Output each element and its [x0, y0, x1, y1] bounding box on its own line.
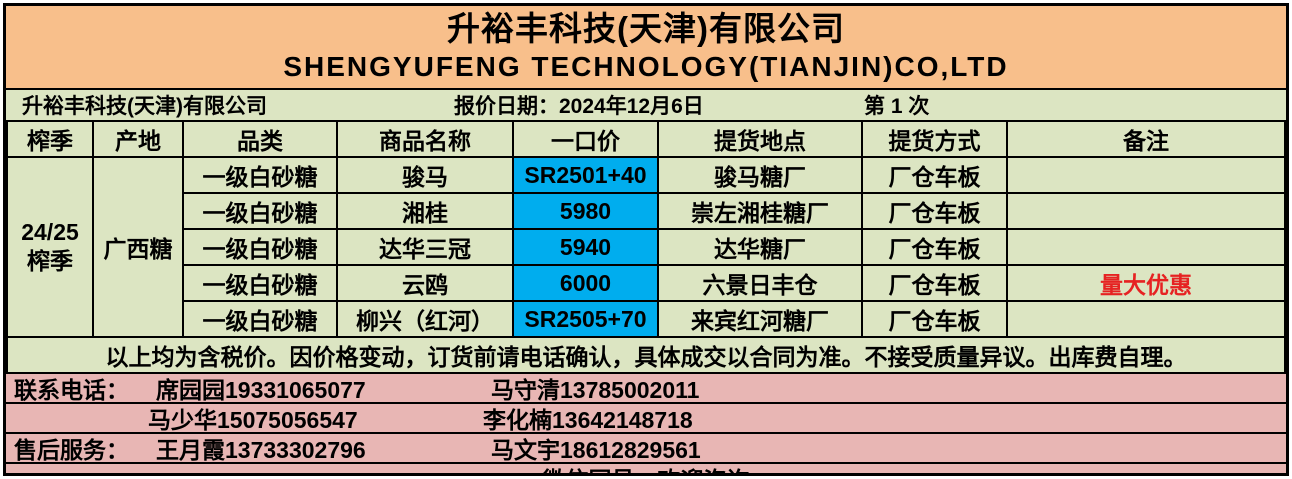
product-cell: 达华三冠 — [336, 228, 514, 266]
company-banner: 升裕丰科技(天津)有限公司 SHENGYUFENG TECHNOLOGY(TIA… — [6, 6, 1286, 90]
category-cell: 一级白砂糖 — [182, 264, 338, 302]
product-cell: 云鸥 — [336, 264, 514, 302]
contact-entry: 席园园19331065077 — [156, 377, 366, 403]
pickup-method-cell: 厂仓车板 — [861, 264, 1008, 302]
table-header-row: 榨季 产地 品类 商品名称 一口价 提货地点 提货方式 备注 — [6, 120, 1286, 158]
price-table: 榨季 产地 品类 商品名称 一口价 提货地点 提货方式 备注 24/25 榨季 … — [6, 120, 1286, 374]
table-row: 24/25 榨季 广西糖 一级白砂糖 骏马 SR2501+40 骏马糖厂 厂仓车… — [6, 156, 1286, 338]
remark-cell — [1006, 300, 1286, 338]
pickup-method-cell: 厂仓车板 — [861, 192, 1008, 230]
col-header-product: 商品名称 — [336, 120, 514, 158]
table-row: 一级白砂糖 达华三冠 5940 达华糖厂 厂仓车板 — [7, 228, 1286, 266]
table-row: 一级白砂糖 云鸥 6000 六景日丰仓 厂仓车板 量大优惠 — [7, 264, 1286, 302]
quote-info-row: 升裕丰科技(天津)有限公司 报价日期：2024年12月6日 第 1 次 — [6, 90, 1286, 120]
contact-phone-label: 联系电话： — [14, 377, 129, 403]
company-title-en: SHENGYUFENG TECHNOLOGY(TIANJIN)CO,LTD — [283, 51, 1009, 82]
pickup-method-cell: 厂仓车板 — [861, 300, 1008, 338]
quotation-sheet: 升裕丰科技(天津)有限公司 SHENGYUFENG TECHNOLOGY(TIA… — [3, 3, 1289, 476]
notice-text: 以上均为含税价。因价格变动，订货前请电话确认，具体成交以合同为准。不接受质量异议… — [6, 336, 1286, 374]
company-title-cn: 升裕丰科技(天津)有限公司 — [447, 10, 845, 47]
pickup-method-cell: 厂仓车板 — [861, 228, 1008, 266]
pickup-location-cell: 骏马糖厂 — [657, 156, 863, 194]
after-sales-label: 售后服务： — [14, 437, 129, 463]
remark-cell — [1006, 156, 1286, 194]
remark-cell — [1006, 192, 1286, 230]
col-header-pickup-location: 提货地点 — [657, 120, 863, 158]
col-header-origin: 产地 — [92, 120, 184, 158]
wechat-footer-text: 微信同号，欢迎咨询 — [543, 461, 750, 473]
info-company-name: 升裕丰科技(天津)有限公司 — [22, 95, 267, 118]
category-cell: 一级白砂糖 — [182, 300, 338, 338]
pickup-location-cell: 崇左湘桂糖厂 — [657, 192, 863, 230]
product-cell: 骏马 — [336, 156, 514, 194]
category-cell: 一级白砂糖 — [182, 156, 338, 194]
quote-date: 报价日期：2024年12月6日 — [454, 95, 704, 118]
contact-entry: 马少华15075056547 — [148, 407, 358, 433]
pickup-method-cell: 厂仓车板 — [861, 156, 1008, 194]
contact-entry: 马守清13785002011 — [491, 377, 700, 403]
pickup-location-cell: 达华糖厂 — [657, 228, 863, 266]
category-cell: 一级白砂糖 — [182, 192, 338, 230]
price-cell: 5980 — [512, 192, 659, 230]
col-header-remark: 备注 — [1006, 120, 1286, 158]
contact-phone-row-2: 马少华15075056547 李化楠13642148718 — [6, 402, 1286, 433]
remark-highlight-cell: 量大优惠 — [1006, 264, 1286, 302]
pickup-location-cell: 六景日丰仓 — [657, 264, 863, 302]
product-cell: 湘桂 — [336, 192, 514, 230]
pickup-location-cell: 来宾红河糖厂 — [657, 300, 863, 338]
price-cell: SR2505+70 — [512, 300, 659, 338]
col-header-season: 榨季 — [6, 120, 94, 158]
price-cell: 5940 — [512, 228, 659, 266]
product-cell: 柳兴（红河） — [336, 300, 514, 338]
origin-cell: 广西糖 — [92, 156, 184, 338]
col-header-price: 一口价 — [512, 120, 659, 158]
season-line2: 榨季 — [27, 248, 73, 274]
season-line1: 24/25 — [21, 219, 79, 246]
wechat-footer-row: 微信同号，欢迎咨询 — [6, 461, 1286, 473]
col-header-pickup-method: 提货方式 — [861, 120, 1008, 158]
quote-issue-number: 第 1 次 — [864, 95, 930, 118]
after-sales-row: 售后服务： 王月霞13733302796 马文宇18612829561 — [6, 432, 1286, 463]
notice-row: 以上均为含税价。因价格变动，订货前请电话确认，具体成交以合同为准。不接受质量异议… — [6, 336, 1286, 374]
contact-phone-row: 联系电话： 席园园19331065077 马守清13785002011 — [6, 374, 1286, 403]
col-header-category: 品类 — [182, 120, 338, 158]
table-row: 一级白砂糖 湘桂 5980 崇左湘桂糖厂 厂仓车板 — [7, 192, 1286, 230]
contact-entry: 李化楠13642148718 — [483, 407, 693, 433]
price-cell: SR2501+40 — [512, 156, 659, 194]
price-cell: 6000 — [512, 264, 659, 302]
contact-entry: 马文宇18612829561 — [491, 437, 701, 463]
category-cell: 一级白砂糖 — [182, 228, 338, 266]
table-row: 一级白砂糖 柳兴（红河） SR2505+70 来宾红河糖厂 厂仓车板 — [7, 300, 1286, 338]
contact-section: 联系电话： 席园园19331065077 马守清13785002011 马少华1… — [6, 374, 1286, 473]
contact-entry: 王月霞13733302796 — [156, 437, 366, 463]
remark-cell — [1006, 228, 1286, 266]
season-cell: 24/25 榨季 — [6, 156, 94, 338]
